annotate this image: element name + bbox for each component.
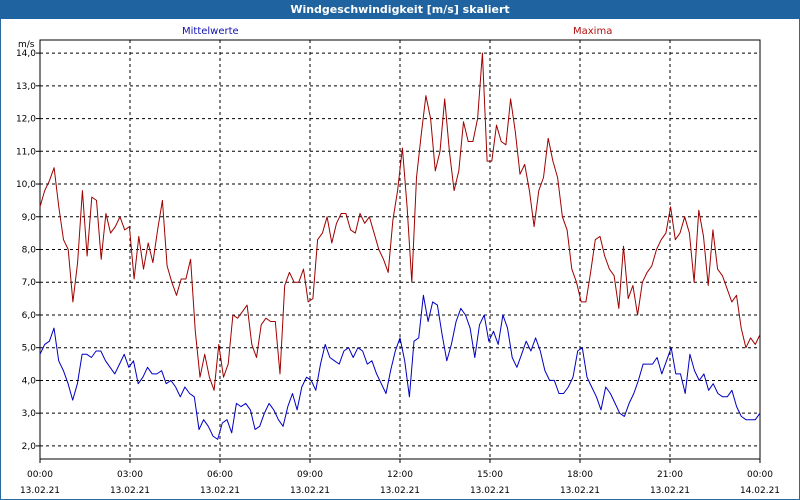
legend-maxima: Maxima	[573, 26, 613, 37]
y-tick-label: 5,0	[22, 344, 37, 354]
x-tick-time: 18:00	[567, 470, 593, 480]
y-tick-label: 8,0	[22, 246, 37, 256]
x-tick-date: 13.02.21	[20, 486, 60, 496]
x-tick-time: 00:00	[27, 470, 53, 480]
x-tick-date: 13.02.21	[200, 486, 240, 496]
y-tick-labels: 2,0 3,0 4,0 5,0 6,0 7,0 8,0 9,0 10,0 11,0 12,0 13,0…	[16, 49, 36, 452]
x-tick-time: 00:00	[747, 470, 773, 480]
x-tick-date: 13.02.21	[470, 486, 510, 496]
y-tick-label: 6,0	[22, 311, 37, 321]
y-tick-label: 11,0	[16, 147, 36, 157]
grid-lines	[36, 40, 761, 463]
legend-mittelwerte: Mittelwerte	[182, 26, 239, 37]
x-tick-time: 21:00	[657, 470, 683, 480]
x-tick-date: 13.02.21	[110, 486, 150, 496]
y-tick-label: 10,0	[16, 180, 36, 190]
y-axis-unit: m/s	[18, 40, 35, 50]
y-tick-label: 13,0	[16, 82, 36, 92]
y-tick-label: 3,0	[22, 409, 37, 419]
series-line-mittelwerte	[39, 294, 761, 440]
y-tick-label: 2,0	[22, 442, 37, 452]
x-tick-time: 09:00	[297, 470, 323, 480]
series-line-maxima	[39, 52, 761, 391]
y-tick-label: 14,0	[16, 49, 36, 59]
x-tick-date: 13.02.21	[650, 486, 690, 496]
x-tick-time: 12:00	[387, 470, 413, 480]
y-tick-label: 4,0	[22, 376, 37, 386]
x-tick-date: 13.02.21	[380, 486, 420, 496]
x-tick-date: 13.02.21	[560, 486, 600, 496]
x-tick-labels: 00:00 13.02.21 03:00 13.02.21 06:00 13.02.21 0…	[20, 470, 780, 496]
x-tick-time: 15:00	[477, 470, 503, 480]
x-tick-date: 13.02.21	[290, 486, 330, 496]
y-tick-label: 9,0	[22, 213, 37, 223]
x-tick-time: 03:00	[117, 470, 143, 480]
y-tick-label: 7,0	[22, 278, 37, 288]
chart-title: Windgeschwindigkeit [m/s] skaliert	[0, 0, 800, 19]
series-lines	[39, 52, 761, 440]
x-tick-time: 06:00	[207, 470, 233, 480]
y-tick-label: 12,0	[16, 115, 36, 125]
x-tick-date: 14.02.21	[740, 486, 780, 496]
